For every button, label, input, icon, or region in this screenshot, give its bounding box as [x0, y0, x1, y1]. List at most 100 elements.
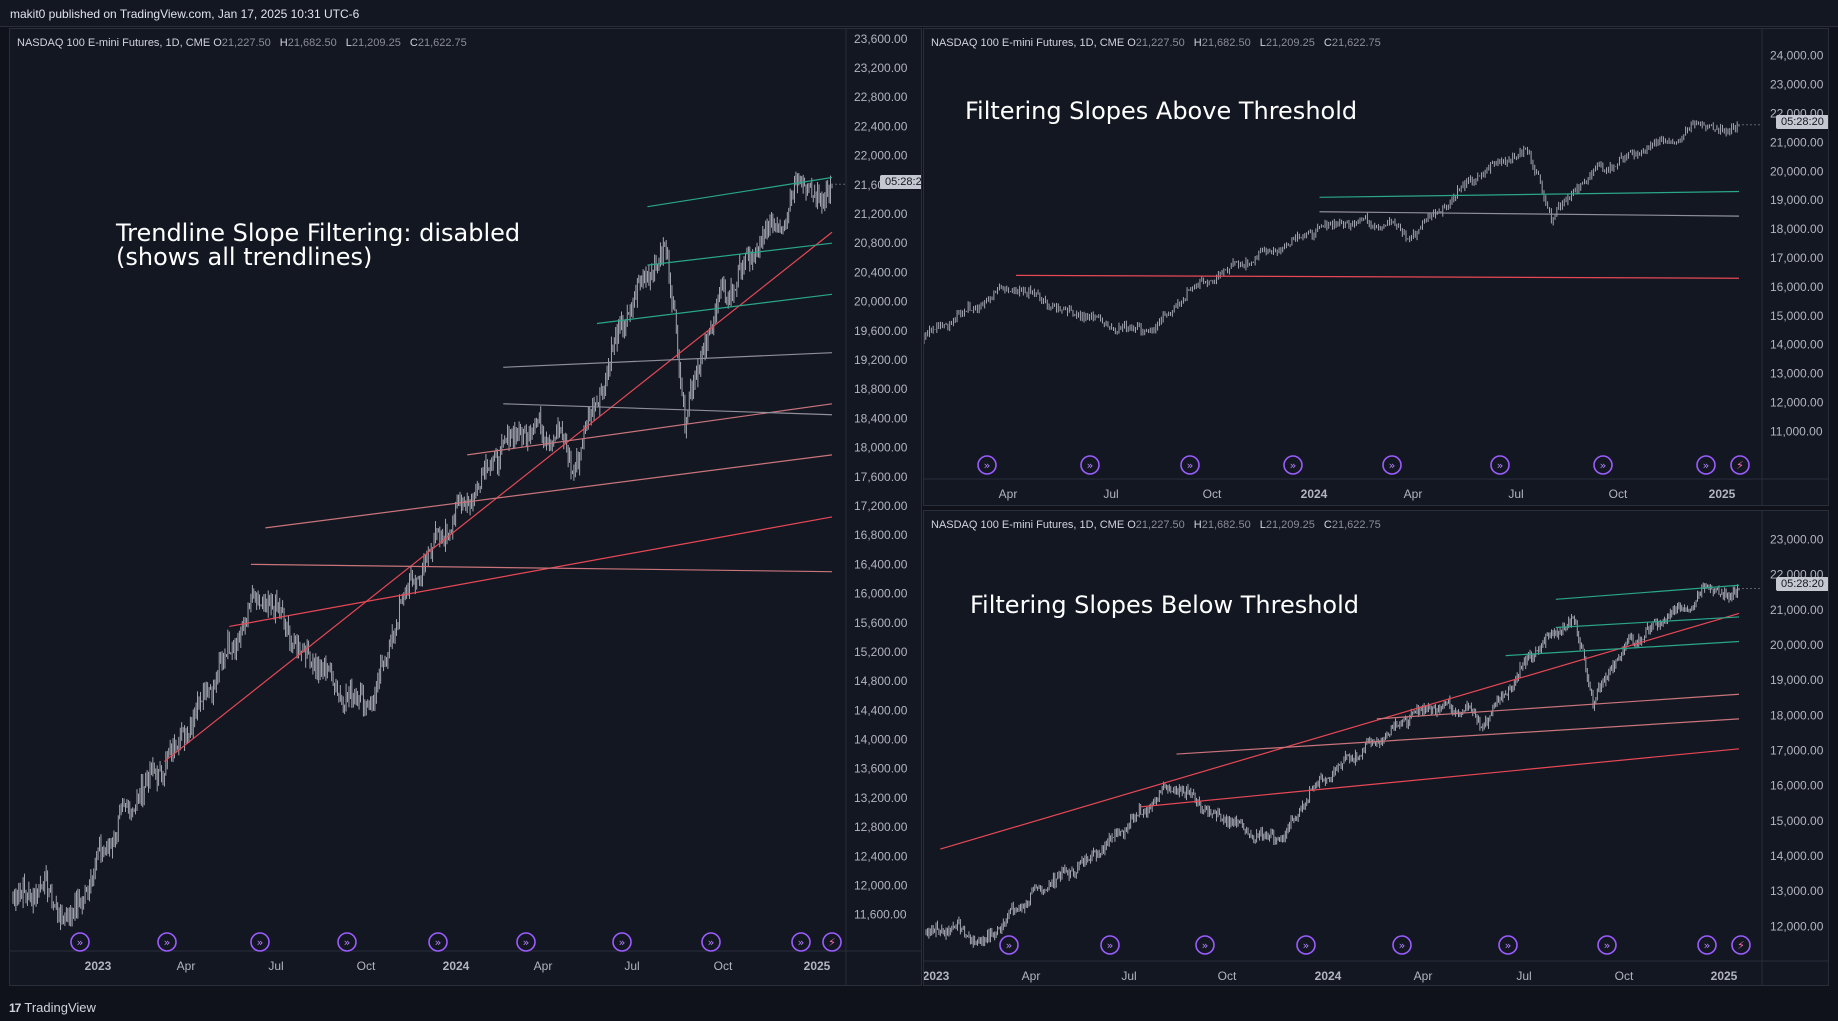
lightning-icon[interactable] — [822, 932, 842, 952]
time-tick-label: 2024 — [1301, 487, 1328, 501]
tradingview-logo[interactable]: 17 TradingView — [9, 1000, 96, 1015]
trendline[interactable] — [596, 293, 833, 325]
trendline[interactable] — [1319, 211, 1740, 217]
arrow-glyph: » — [1497, 459, 1504, 472]
trendline[interactable] — [229, 516, 833, 628]
trendline[interactable] — [164, 231, 833, 762]
trendline[interactable] — [1176, 718, 1740, 755]
arrow-glyph: » — [619, 936, 626, 949]
price-tick-label: 23,000.00 — [1770, 533, 1824, 547]
dividend-arrow-icon[interactable] — [1593, 455, 1613, 475]
chart-annotation-title: Filtering Slopes Above Threshold — [965, 97, 1358, 125]
dividend-arrow-icon[interactable] — [612, 932, 632, 952]
price-tick-label: 19,000.00 — [1770, 193, 1824, 207]
price-tick-label: 20,000.00 — [1770, 638, 1824, 652]
trendline[interactable] — [1555, 616, 1740, 629]
price-tick-label: 15,600.00 — [854, 616, 908, 630]
dividend-arrow-icon[interactable] — [1283, 455, 1303, 475]
arrow-glyph: » — [435, 936, 442, 949]
trendline[interactable] — [250, 563, 833, 573]
price-tick-label: 22,000.00 — [854, 149, 908, 163]
price-tick-label: 23,000.00 — [1770, 78, 1824, 92]
price-tick-label: 18,000.00 — [854, 441, 908, 455]
trendline[interactable] — [940, 612, 1740, 850]
trendline[interactable] — [265, 454, 833, 529]
dividend-arrow-icon[interactable] — [1195, 935, 1215, 955]
dividend-arrow-icon[interactable] — [1696, 455, 1716, 475]
dividend-arrow-icon[interactable] — [157, 932, 177, 952]
price-tick-label: 23,200.00 — [854, 61, 908, 75]
dividend-arrow-icon[interactable] — [428, 932, 448, 952]
dividend-arrow-icon[interactable] — [1180, 455, 1200, 475]
chart-panel-left[interactable]: 23,600.00 23,200.00 22,800.00 22,400.00 22,0… — [9, 28, 922, 986]
trendline[interactable] — [1140, 748, 1740, 808]
candles — [12, 171, 833, 931]
time-tick-label: 2025 — [1711, 969, 1738, 983]
price-tick-label: 16,000.00 — [1770, 779, 1824, 793]
price-tick-label: 13,000.00 — [1770, 367, 1824, 381]
arrow-glyph: » — [1107, 939, 1114, 952]
price-chart-left[interactable]: 23,600.00 23,200.00 22,800.00 22,400.00 22,0… — [10, 29, 921, 985]
tradingview-logo-icon: 17 — [9, 1000, 21, 1015]
dividend-arrow-icon[interactable] — [1597, 935, 1617, 955]
time-tick-label: Apr — [1404, 487, 1423, 501]
dividend-arrow-icon[interactable] — [977, 455, 997, 475]
price-tick-label: 16,400.00 — [854, 557, 908, 571]
arrow-glyph: » — [257, 936, 264, 949]
chart-panel-top-right[interactable]: 24,000.00 23,000.00 22,000.00 21,000.00 20,0… — [923, 28, 1829, 506]
lightning-glyph: ⚡ — [828, 936, 836, 949]
price-tick-label: 17,000.00 — [1770, 251, 1824, 265]
trendline[interactable] — [1555, 584, 1740, 600]
price-tick-label: 20,000.00 — [854, 295, 908, 309]
lightning-icon[interactable] — [1731, 935, 1751, 955]
arrow-glyph: » — [1303, 939, 1310, 952]
dividend-arrow-icon[interactable] — [1080, 455, 1100, 475]
arrow-glyph: » — [1006, 939, 1013, 952]
trendline[interactable] — [1015, 274, 1740, 279]
dividend-arrow-icon[interactable] — [1392, 935, 1412, 955]
dividend-arrow-icon[interactable] — [250, 932, 270, 952]
price-tick-label: 12,400.00 — [854, 849, 908, 863]
trendline[interactable] — [1319, 190, 1740, 198]
dividend-arrow-icon[interactable] — [701, 932, 721, 952]
dividend-arrow-icon[interactable] — [337, 932, 357, 952]
dividend-arrow-icon[interactable] — [1490, 455, 1510, 475]
time-tick-label: Jul — [1103, 487, 1118, 501]
arrow-glyph: » — [1600, 459, 1607, 472]
dividend-arrow-icon[interactable] — [516, 932, 536, 952]
dividend-arrow-icon[interactable] — [1296, 935, 1316, 955]
trendline[interactable] — [647, 242, 833, 266]
lightning-icon[interactable] — [1730, 455, 1750, 475]
time-tick-label: Apr — [177, 959, 196, 973]
time-tick-label: Jul — [1508, 487, 1523, 501]
dividend-arrow-icon[interactable] — [791, 932, 811, 952]
dividend-arrow-icon[interactable] — [1498, 935, 1518, 955]
lightning-glyph: ⚡ — [1736, 459, 1744, 472]
dividend-arrow-icon[interactable] — [70, 932, 90, 952]
price-tick-label: 17,600.00 — [854, 470, 908, 484]
trendline[interactable] — [647, 176, 833, 208]
arrow-glyph: » — [708, 936, 715, 949]
price-tick-label: 21,000.00 — [1770, 135, 1824, 149]
dividend-arrow-icon[interactable] — [1382, 455, 1402, 475]
countdown-badge: 05:28:20 — [880, 175, 921, 189]
price-chart-bottom-right[interactable]: 23,000.0022,000.0021,000.0020,000.0019,0… — [924, 511, 1828, 985]
trendline[interactable] — [503, 352, 833, 368]
chart-panel-bottom-right[interactable]: 23,000.00 22,000.00 21,000.00 20,000.00 19,0… — [923, 510, 1829, 986]
price-tick-label: 12,800.00 — [854, 820, 908, 834]
time-tick-label: Oct — [1609, 487, 1628, 501]
trendline[interactable] — [1505, 640, 1740, 657]
price-tick-label: 13,000.00 — [1770, 884, 1824, 898]
dividend-arrow-icon[interactable] — [999, 935, 1019, 955]
trendline[interactable] — [1376, 693, 1740, 720]
price-tick-label: 18,400.00 — [854, 411, 908, 425]
chart-annotation-title: Trendline Slope Filtering: disabled (sho… — [116, 219, 521, 271]
dividend-arrow-icon[interactable] — [1100, 935, 1120, 955]
price-tick-label: 19,000.00 — [1770, 673, 1824, 687]
arrow-glyph: » — [1399, 939, 1406, 952]
price-tick-label: 23,600.00 — [854, 32, 908, 46]
countdown-badge: 05:28:20 — [1776, 115, 1828, 129]
trendline[interactable] — [503, 403, 833, 416]
time-tick-label: 2024 — [1315, 969, 1342, 983]
dividend-arrow-icon[interactable] — [1697, 935, 1717, 955]
